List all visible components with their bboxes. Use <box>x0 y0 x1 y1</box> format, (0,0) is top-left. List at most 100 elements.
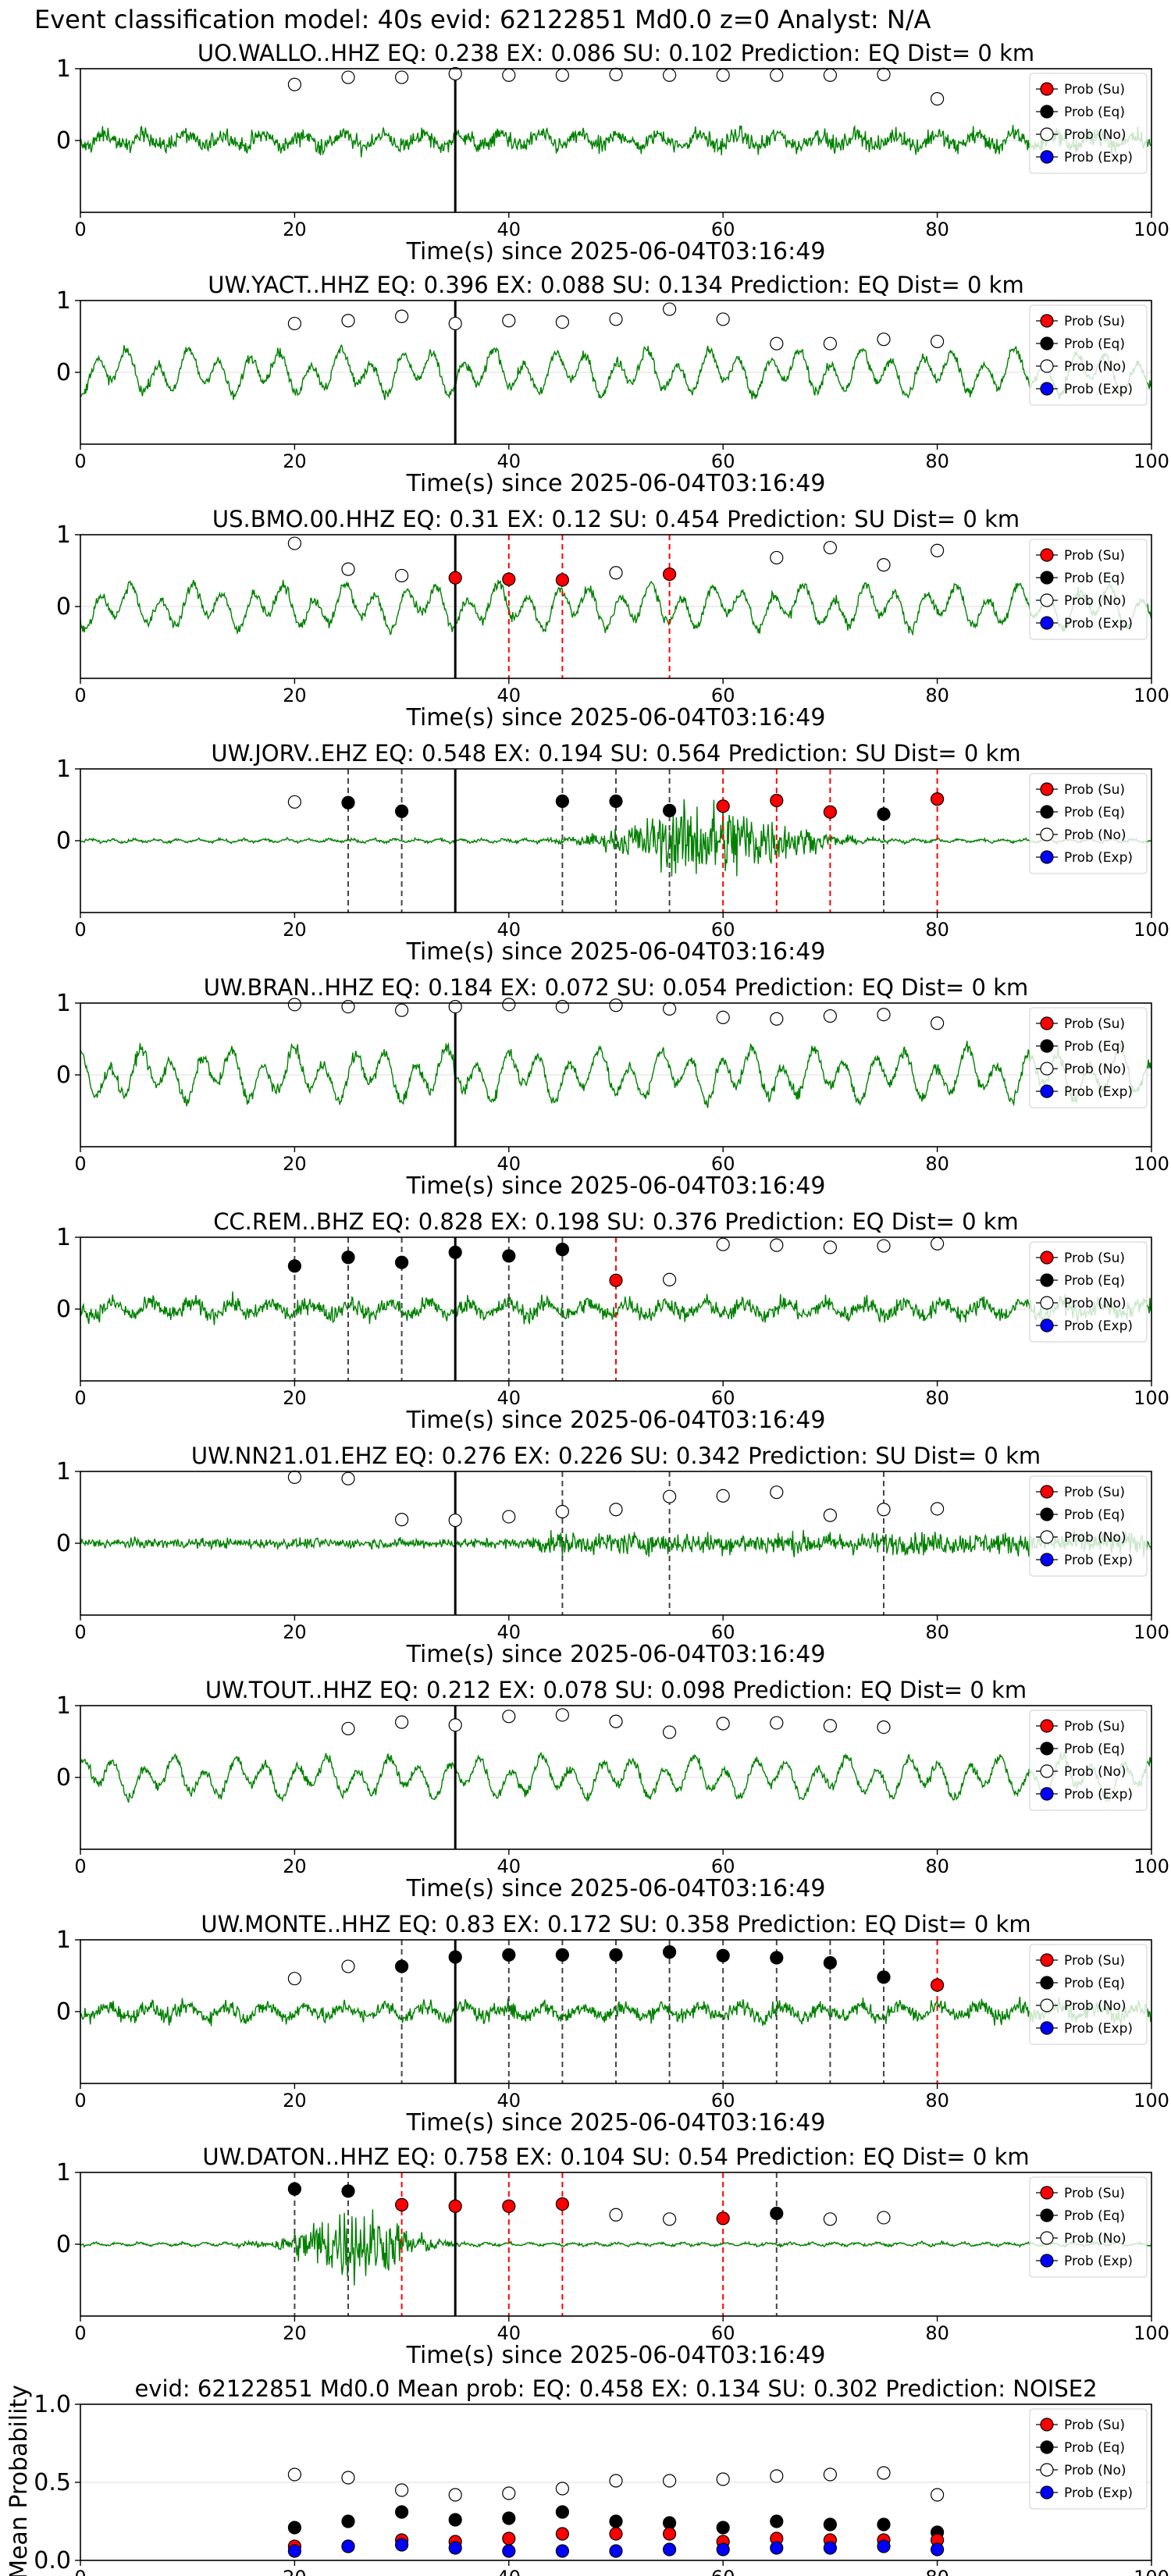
panel-title: UW.JORV..EHZ EQ: 0.548 EX: 0.194 SU: 0.5… <box>211 740 1020 767</box>
prob-point <box>716 68 730 82</box>
x-axis-label: Time(s) since 2025-06-04T03:16:49 <box>406 2109 826 2137</box>
prob-point <box>930 1016 945 1030</box>
x-tick-label: 60 <box>711 450 735 472</box>
prob-point <box>287 2544 301 2558</box>
x-axis-label: Time(s) since 2025-06-04T03:16:49 <box>406 470 826 497</box>
legend-marker <box>1040 82 1054 96</box>
prob-point <box>609 1948 623 1962</box>
x-axis-label: Time(s) since 2025-06-04T03:16:49 <box>406 704 826 731</box>
prob-point <box>502 1710 516 1724</box>
prob-point <box>555 1504 570 1519</box>
legend-box <box>1029 304 1148 406</box>
x-tick-label: 40 <box>497 1856 521 1877</box>
legend-label: Prob (Eq) <box>1064 1742 1125 1757</box>
prob-point <box>716 2521 730 2535</box>
prob-point <box>341 1251 355 1265</box>
prob-point <box>716 2472 730 2486</box>
prob-point <box>394 70 409 84</box>
y-tick-label: 0.5 <box>34 2469 71 2496</box>
x-tick-label: 20 <box>283 2090 307 2112</box>
legend-marker <box>1040 1485 1054 1499</box>
prob-point <box>662 2474 677 2488</box>
prob-point <box>609 1503 623 1517</box>
x-tick-label: 80 <box>925 2567 949 2576</box>
legend-label: Prob (Su) <box>1064 548 1125 564</box>
x-tick-label: 20 <box>283 219 307 240</box>
prob-point <box>716 1717 730 1731</box>
prob-point <box>823 2212 838 2226</box>
prob-point <box>502 1249 516 1263</box>
x-tick-label: 20 <box>283 919 307 941</box>
legend-label: Prob (Eq) <box>1064 336 1125 352</box>
prob-point <box>877 1239 891 1253</box>
legend-label: Prob (No) <box>1064 827 1127 843</box>
y-tick-label: 0 <box>56 827 71 855</box>
prob-point <box>341 314 355 328</box>
prob-point <box>770 2541 784 2555</box>
prob-point <box>502 1948 516 1962</box>
y-tick-label: 0 <box>56 1296 71 1323</box>
x-tick-label: 40 <box>497 1621 521 1643</box>
prob-point <box>662 1002 677 1016</box>
legend-label: Prob (No) <box>1064 1998 1127 2014</box>
x-tick-label: 60 <box>711 2567 735 2576</box>
x-axis-label: Time(s) since 2025-06-04T03:16:49 <box>406 1407 826 1434</box>
legend-box <box>1029 73 1148 174</box>
legend-label: Prob (Exp) <box>1064 850 1133 866</box>
prob-point <box>877 807 891 821</box>
x-tick-label: 20 <box>283 1621 307 1643</box>
prob-point <box>555 2197 570 2211</box>
y-tick-label: 1 <box>56 1458 71 1485</box>
prob-point <box>609 2474 623 2488</box>
y-tick-label: 0 <box>56 359 71 386</box>
x-tick-label: 40 <box>497 919 521 941</box>
panel-2: UW.YACT..HHZ EQ: 0.396 EX: 0.088 SU: 0.1… <box>56 272 1169 497</box>
prob-point <box>662 68 677 82</box>
prob-point <box>662 1945 677 1959</box>
legend-label: Prob (No) <box>1064 359 1127 375</box>
legend-marker <box>1040 1530 1054 1544</box>
legend-marker <box>1040 1953 1054 1967</box>
prob-point <box>448 2199 462 2213</box>
prob-point <box>930 543 945 557</box>
waveform-trace <box>80 2209 1151 2286</box>
panel-11: evid: 62122851 Md0.0 Mean prob: EQ: 0.45… <box>5 2375 1169 2576</box>
panel-9: UW.MONTE..HHZ EQ: 0.83 EX: 0.172 SU: 0.3… <box>56 1911 1169 2137</box>
panel-title: UO.WALLO..HHZ EQ: 0.238 EX: 0.086 SU: 0.… <box>198 40 1034 66</box>
legend-label: Prob (Eq) <box>1064 2440 1125 2456</box>
x-tick-label: 60 <box>711 1153 735 1175</box>
legend-marker <box>1040 314 1054 328</box>
legend-box <box>1029 773 1148 874</box>
prob-point <box>502 2511 516 2525</box>
legend-marker <box>1040 2463 1054 2477</box>
legend-marker <box>1040 1318 1054 1332</box>
x-tick-label: 40 <box>497 685 521 706</box>
prob-point <box>341 70 355 84</box>
panel-3: US.BMO.00.HHZ EQ: 0.31 EX: 0.12 SU: 0.45… <box>56 506 1169 731</box>
prob-point <box>394 309 409 323</box>
prob-point <box>877 2539 891 2553</box>
prob-point <box>770 1238 784 1252</box>
prob-point <box>930 2542 945 2556</box>
legend-marker <box>1040 1296 1054 1310</box>
prob-point <box>394 1003 409 1017</box>
legend-label: Prob (Exp) <box>1064 1787 1133 1802</box>
legend-marker <box>1040 336 1054 350</box>
panel-title: evid: 62122851 Md0.0 Mean prob: EQ: 0.45… <box>134 2375 1097 2402</box>
x-tick-label: 60 <box>711 1856 735 1877</box>
x-tick-label: 0 <box>74 450 86 472</box>
legend-marker <box>1040 593 1054 607</box>
legend-marker <box>1040 2254 1054 2268</box>
prob-point <box>502 2486 516 2500</box>
prob-point <box>448 1718 462 1732</box>
prob-point <box>770 2514 784 2528</box>
legend-box <box>1029 2408 1148 2510</box>
prob-point <box>930 334 945 349</box>
legend-marker <box>1040 782 1054 796</box>
legend-label: Prob (Eq) <box>1064 2208 1125 2224</box>
legend-marker <box>1040 548 1054 562</box>
prob-point <box>877 67 891 81</box>
prob-point <box>770 2469 784 2483</box>
x-tick-label: 40 <box>497 2567 521 2576</box>
prob-point <box>448 66 462 81</box>
